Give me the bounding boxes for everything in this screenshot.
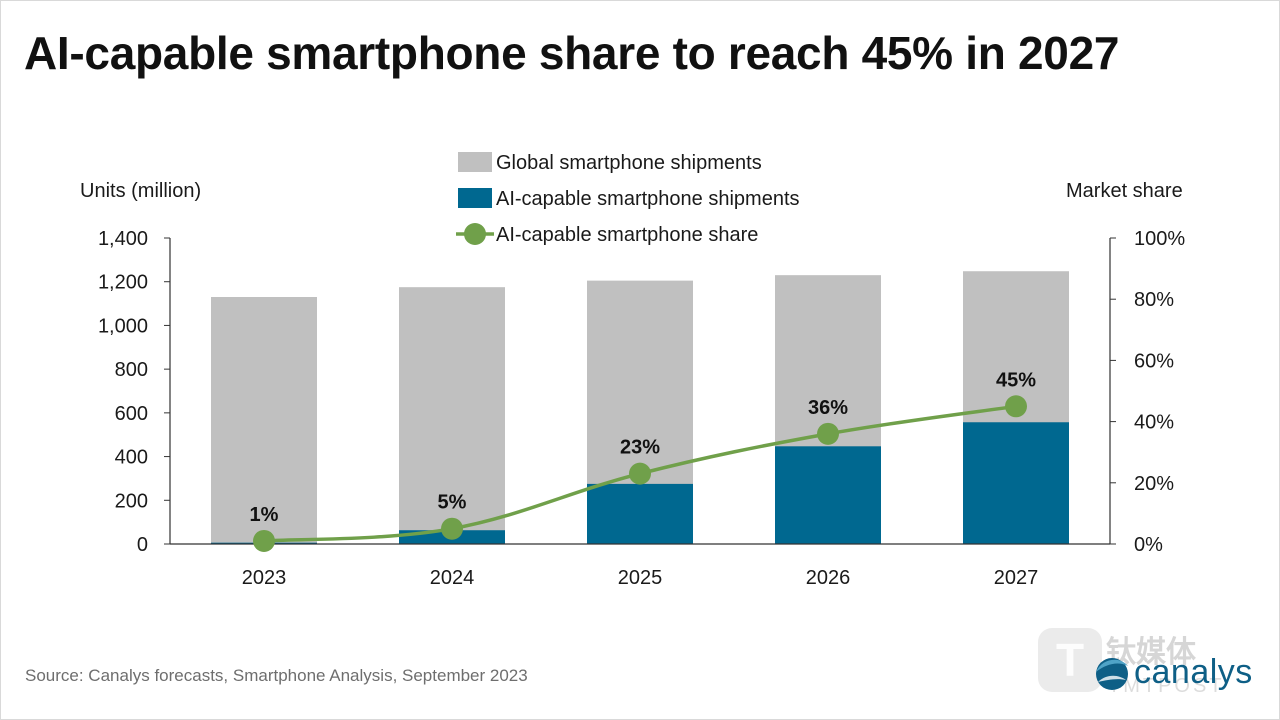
y-left-tick-label: 200 — [115, 490, 148, 512]
y-axis-right-title: Market share — [1066, 180, 1183, 202]
y-right-tick-label: 60% — [1134, 350, 1174, 372]
watermark-badge-icon — [1038, 628, 1102, 692]
canalys-logo: canalys — [1090, 652, 1253, 692]
ai-share-point-2024 — [441, 517, 463, 540]
ai-shipments-bar-2025 — [587, 483, 693, 544]
bars — [211, 271, 1069, 544]
y-left-tick-label: 0 — [137, 534, 148, 556]
ai-share-data-label-2027: 45% — [996, 369, 1036, 391]
x-tick-label-2026: 2026 — [806, 567, 851, 589]
legend-marker-ai-share — [464, 223, 486, 245]
y-right-tick-label: 80% — [1134, 289, 1174, 311]
x-tick-label-2027: 2027 — [994, 567, 1039, 589]
y-left-tick-label: 1,400 — [98, 228, 148, 250]
legend-swatch-global — [458, 152, 492, 172]
ai-share-point-2026 — [817, 422, 839, 445]
y-left-tick-label: 1,200 — [98, 272, 148, 294]
share-line-layer: 1% 5% 23% 36% 45% — [250, 369, 1036, 552]
legend-swatch-ai-shipments — [458, 188, 492, 208]
ai-share-data-label-2025: 23% — [620, 437, 660, 459]
global-shipments-bar-2024 — [399, 287, 505, 544]
ai-share-point-2025 — [629, 462, 651, 485]
y-left-tick-label: 600 — [115, 403, 148, 425]
watermark-subtext: TMTPOST — [1108, 675, 1225, 696]
y-right-tick-label: 100% — [1134, 228, 1185, 250]
y-left-tick-label: 1,000 — [98, 315, 148, 337]
source-note: Source: Canalys forecasts, Smartphone An… — [25, 666, 528, 685]
legend-label-global: Global smartphone shipments — [496, 152, 762, 174]
x-tick-label-2024: 2024 — [430, 567, 475, 589]
y-right-tick-label: 0% — [1134, 534, 1163, 556]
y-right-tick-label: 20% — [1134, 473, 1174, 495]
ai-share-point-2027 — [1005, 395, 1027, 418]
x-tick-label-2025: 2025 — [618, 567, 663, 589]
ai-share-point-2023 — [253, 529, 275, 552]
y-right-tick-label: 40% — [1134, 412, 1174, 434]
y-left-tick-label: 800 — [115, 359, 148, 381]
ai-share-data-label-2026: 36% — [808, 397, 848, 419]
page-title: AI-capable smartphone share to reach 45%… — [24, 27, 1120, 79]
ai-shipments-bar-2026 — [775, 446, 881, 544]
legend-label-ai-share: AI-capable smartphone share — [496, 224, 758, 246]
canalys-logo-text: canalys — [1134, 652, 1253, 691]
legend-label-ai-shipments: AI-capable smartphone shipments — [496, 188, 800, 210]
global-shipments-bar-2023 — [211, 297, 317, 544]
watermark-badge-letter: T — [1056, 634, 1084, 686]
legend: Global smartphone shipments AI-capable sm… — [456, 152, 800, 246]
y-left-tick-label: 400 — [115, 447, 148, 469]
y-axis-left-title: Units (million) — [80, 180, 202, 202]
ai-share-data-label-2023: 1% — [250, 504, 279, 526]
ai-share-data-label-2024: 5% — [438, 492, 467, 514]
canalys-swoosh-icon — [1096, 658, 1128, 690]
x-tick-label-2023: 2023 — [242, 567, 287, 589]
ai-shipments-bar-2027 — [963, 422, 1069, 544]
axes: 0 200 400 600 800 1,000 1,200 1,400 0% 20% 40% 60% 8… — [98, 228, 1185, 589]
